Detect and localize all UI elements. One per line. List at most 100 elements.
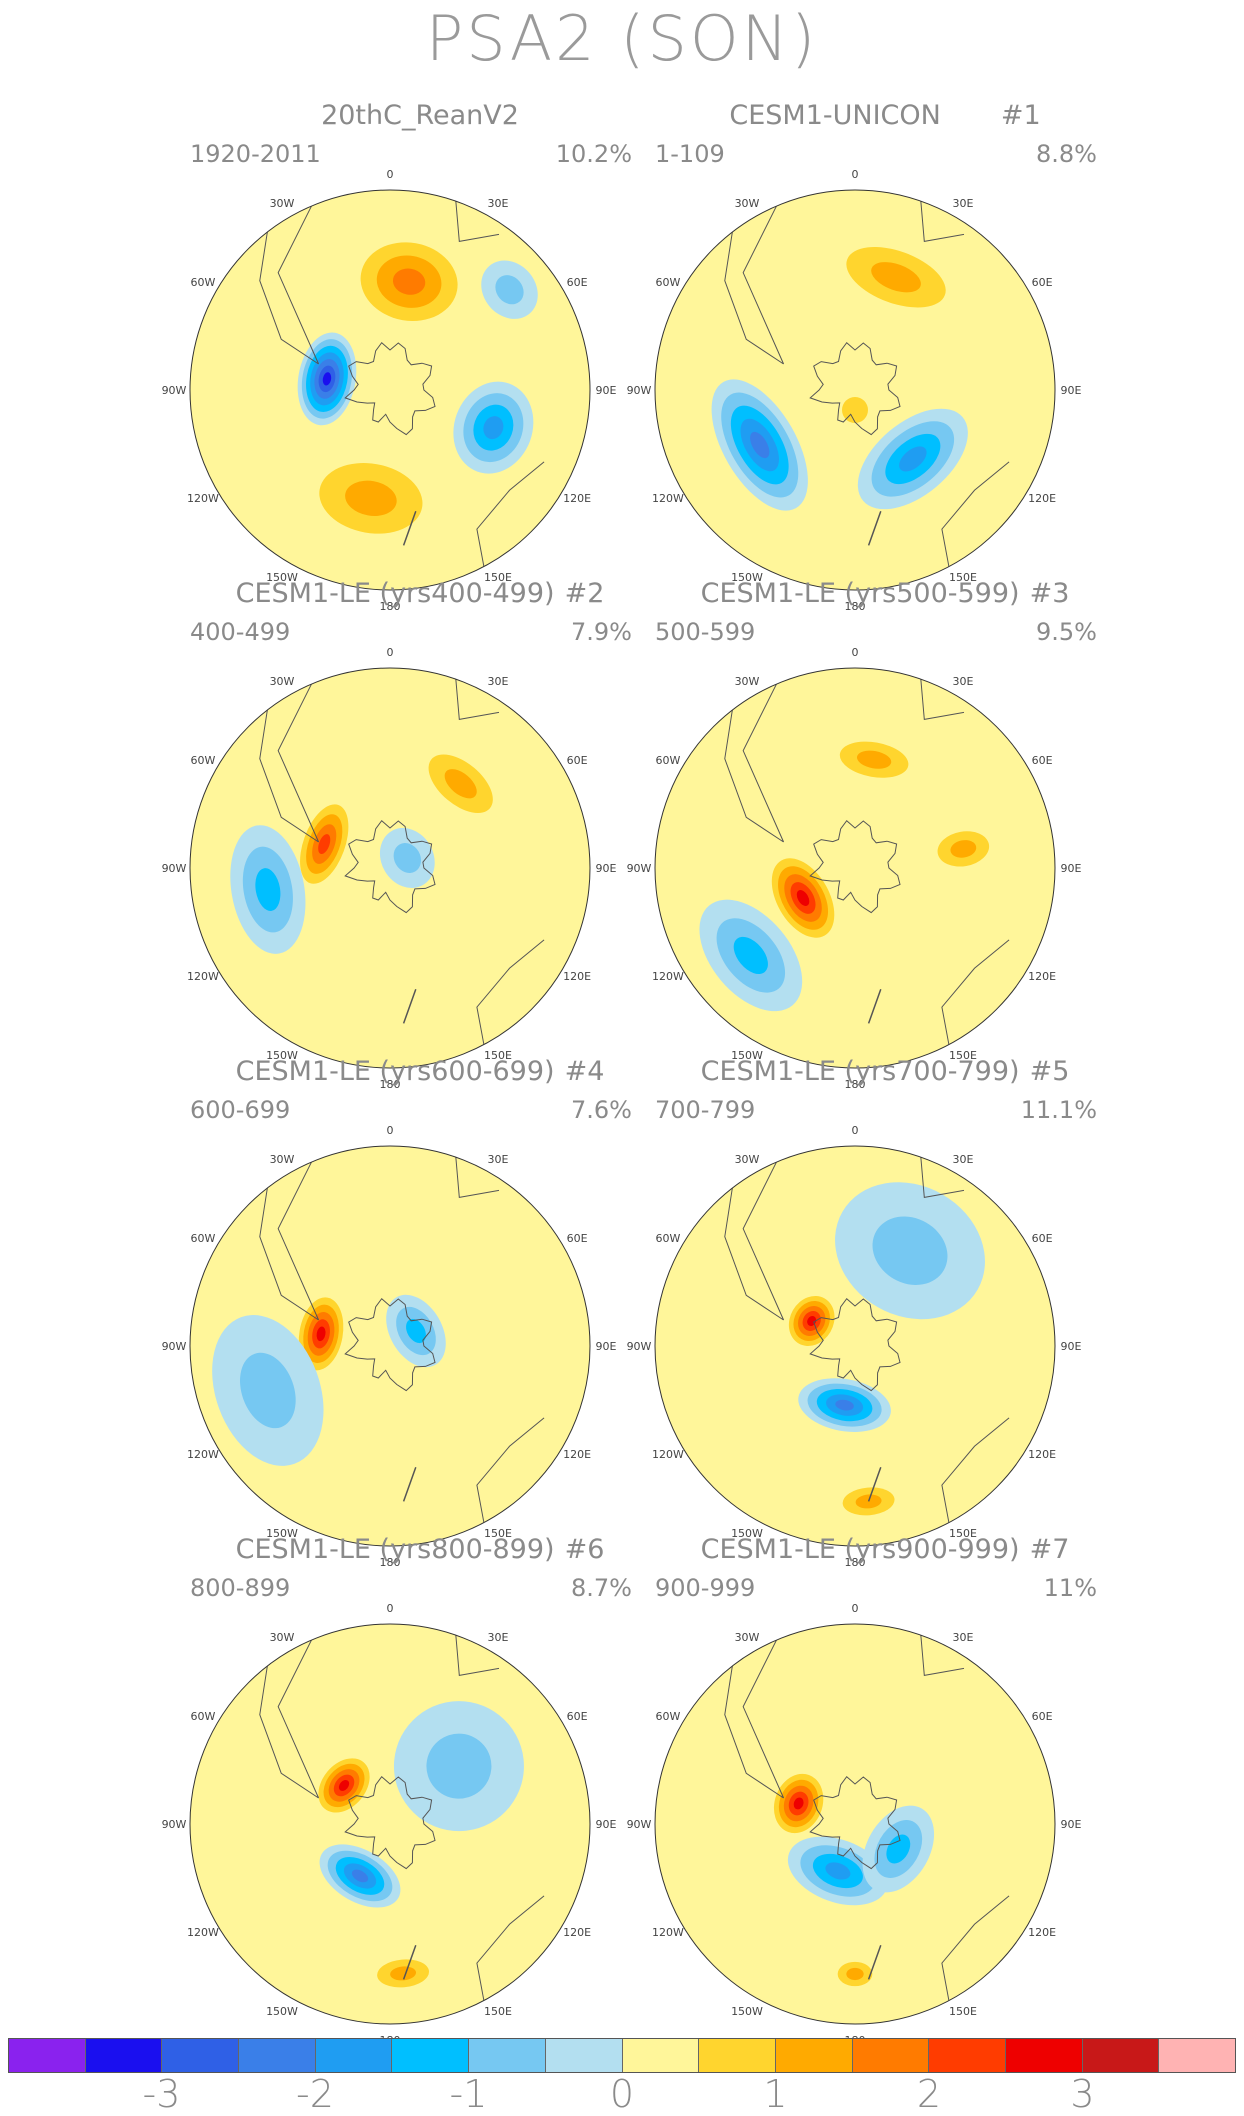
panel-title-text: CESM1-LE (yrs800-899)	[235, 1534, 555, 1565]
map-border	[189, 189, 591, 591]
lon-label: 180	[845, 1556, 866, 1569]
panel-variance-pct: 9.5%	[1036, 618, 1097, 646]
lon-label: 150E	[949, 1527, 977, 1540]
australia-coastline	[476, 461, 545, 567]
anomaly-contour	[495, 275, 524, 305]
australia-coastline	[476, 1895, 545, 2001]
anomaly-contour	[345, 480, 397, 516]
lon-label: 30E	[953, 675, 974, 688]
lon-label: 120W	[652, 970, 684, 983]
panel-title-text: CESM1-LE (yrs500-599)	[700, 578, 1020, 609]
lon-label: 150E	[949, 1049, 977, 1062]
anomaly-contour	[899, 446, 927, 472]
africa-coastline	[919, 190, 965, 242]
anomaly-contour	[240, 1352, 296, 1429]
lon-label: 150E	[484, 1049, 512, 1062]
anomaly-contour	[322, 372, 332, 386]
antarctica-coastline	[344, 1775, 436, 1870]
lon-label: 120W	[187, 492, 219, 505]
colorbar-swatch	[545, 2039, 623, 2072]
colorbar-swatch	[162, 2039, 240, 2072]
panel-variance-pct: 11.1%	[1020, 1096, 1097, 1124]
lon-label: 150E	[949, 2005, 977, 2018]
map-panel: CESM1-LE (yrs600-699) #4 600-699 7.6% 0 30E 60…	[140, 1056, 700, 1569]
lon-label: 90W	[162, 1818, 187, 1831]
lon-label: 90E	[596, 862, 617, 875]
map-panel: 20thC_ReanV2 1920-2011 10.2% 0 30E 60E 90E 120E…	[140, 100, 700, 613]
map-background	[655, 668, 1055, 1068]
south-america-coastline	[724, 1148, 785, 1321]
map-border	[189, 667, 591, 1069]
lon-label: 120W	[187, 970, 219, 983]
lon-label: 30E	[953, 197, 974, 210]
lon-label: 120W	[652, 492, 684, 505]
panel-title: CESM1-UNICON #1	[605, 100, 1165, 131]
map-border	[654, 667, 1056, 1069]
panel-title: CESM1-LE (yrs600-699) #4	[140, 1056, 700, 1087]
lon-label: 120E	[1028, 970, 1056, 983]
lon-label: 180	[845, 1078, 866, 1091]
colorbar-swatch	[9, 2039, 86, 2072]
anomaly-contour	[426, 1733, 492, 1799]
south-america-coastline	[724, 192, 785, 365]
lon-label: 30W	[270, 1153, 295, 1166]
lon-label: 120E	[563, 1448, 591, 1461]
map-background	[655, 1624, 1055, 2024]
colorbar-tick-label: 0	[609, 2072, 635, 2116]
lon-label: 150W	[731, 2005, 763, 2018]
lon-label: 30E	[488, 675, 509, 688]
map-panel: CESM1-UNICON #1 1-109 8.8% 0 30E 60E 90E 120E 150…	[605, 100, 1165, 613]
south-america-coastline	[259, 1626, 320, 1799]
colorbar-swatch	[699, 2039, 776, 2072]
map-panel: CESM1-LE (yrs700-799) #5 700-799 11.1% 0 30E 6…	[605, 1056, 1165, 1569]
lon-label: 120E	[1028, 1926, 1056, 1939]
anomaly-contour	[871, 262, 921, 293]
new-zealand-coastline	[867, 511, 882, 546]
lon-label: 120W	[187, 1926, 219, 1939]
panel-year-range: 700-799	[655, 1096, 756, 1124]
lon-label: 60E	[567, 1232, 588, 1245]
anomaly-contour	[825, 1862, 851, 1880]
australia-coastline	[941, 939, 1010, 1045]
lon-label: 90W	[627, 1340, 652, 1353]
lon-label: 90E	[1061, 862, 1082, 875]
map-background	[655, 1146, 1055, 1546]
panel-variance-pct: 8.7%	[571, 1574, 632, 1602]
lon-label: 150W	[266, 2005, 298, 2018]
lon-label: 30E	[488, 1631, 509, 1644]
anomaly-contour	[855, 1494, 882, 1509]
panel-number: #4	[564, 1056, 605, 1087]
lon-label: 120W	[187, 1448, 219, 1461]
new-zealand-coastline	[867, 1945, 882, 1980]
main-title: PSA2 (SON)	[425, 2, 819, 75]
colorbar-tick-label: -2	[296, 2072, 334, 2116]
panel-year-range: 1-109	[655, 140, 725, 168]
lon-label: 150W	[266, 1527, 298, 1540]
new-zealand-coastline	[402, 989, 417, 1024]
lon-label: 30W	[735, 1631, 760, 1644]
panel-title-text: CESM1-LE (yrs700-799)	[700, 1056, 1020, 1087]
colorbar-swatch	[315, 2039, 393, 2072]
panel-title-text: CESM1-UNICON	[729, 100, 941, 131]
map-panel: CESM1-LE (yrs400-499) #2 400-499 7.9% 0 30E 60…	[140, 578, 700, 1091]
lon-label: 120E	[1028, 1448, 1056, 1461]
south-america-coastline	[259, 1148, 320, 1321]
lon-label: 180	[380, 1078, 401, 1091]
lon-label: 0	[387, 1124, 394, 1137]
africa-coastline	[454, 190, 500, 242]
antarctica-coastline	[344, 819, 436, 914]
anomaly-contour	[406, 1318, 426, 1344]
colorbar-swatch	[775, 2039, 853, 2072]
lon-label: 120E	[563, 970, 591, 983]
africa-coastline	[454, 1146, 500, 1198]
lon-label: 0	[852, 1124, 859, 1137]
new-zealand-coastline	[402, 1945, 417, 1980]
lon-label: 30W	[270, 1631, 295, 1644]
lon-label: 60E	[567, 754, 588, 767]
panel-number: #6	[564, 1534, 605, 1565]
panel-title: CESM1-LE (yrs500-599) #3	[605, 578, 1165, 609]
